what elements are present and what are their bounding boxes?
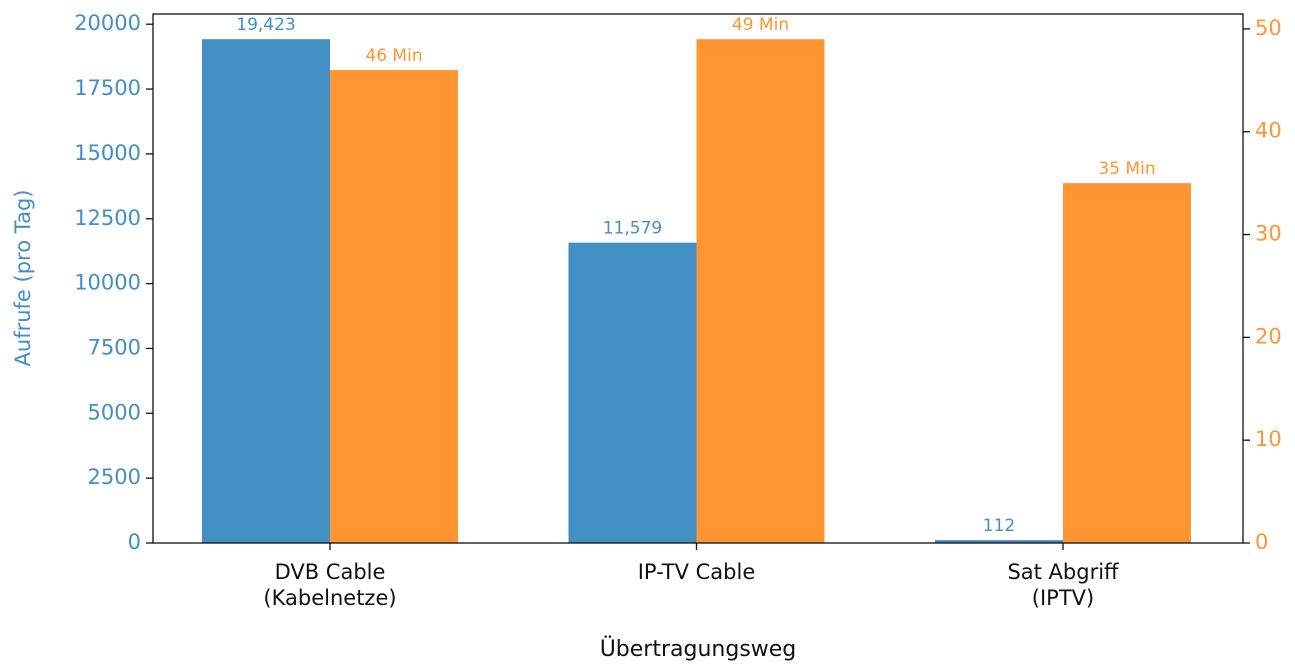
plot-frame: [152, 13, 1244, 544]
y-tick-label: 15000: [74, 141, 141, 165]
y-tick-label: 2500: [88, 465, 141, 489]
x-tick-label: DVB Cable (Kabelnetze): [263, 560, 396, 610]
x-tick-label: IP-TV Cable: [638, 560, 756, 584]
bar: [935, 540, 1063, 543]
y-tick-label: 5000: [88, 400, 141, 424]
y2-tick-label: 10: [1255, 427, 1282, 451]
bar: [1063, 183, 1191, 543]
x-axis-label: Übertragungsweg: [600, 636, 797, 662]
y2-tick-label: 50: [1255, 16, 1282, 40]
y-tick-label: 12500: [74, 206, 141, 230]
bar: [202, 39, 330, 544]
y2-tick-label: 30: [1255, 222, 1282, 246]
value-label: 35 Min: [1098, 159, 1155, 179]
value-label: 46 Min: [365, 46, 422, 66]
value-label: 11,579: [603, 219, 662, 239]
value-label: 49 Min: [732, 15, 789, 35]
value-label: 19,423: [236, 15, 295, 35]
y2-tick-label: 0: [1255, 530, 1268, 554]
y2-tick-label: 40: [1255, 119, 1282, 143]
y-tick-label: 0: [128, 530, 141, 554]
y-axis-label: Aufrufe (pro Tag): [11, 190, 35, 367]
y-tick-label: 17500: [74, 76, 141, 100]
bar: [330, 70, 458, 544]
y-tick-label: 20000: [74, 11, 141, 35]
y-tick-label: 7500: [88, 335, 141, 359]
value-label: 112: [983, 516, 1015, 536]
bar: [696, 39, 825, 543]
x-tick-label: Sat Abgriff (IPTV): [1007, 560, 1119, 610]
bar: [568, 242, 697, 544]
y2-tick-label: 20: [1255, 324, 1282, 348]
y-tick-label: 10000: [74, 271, 141, 295]
